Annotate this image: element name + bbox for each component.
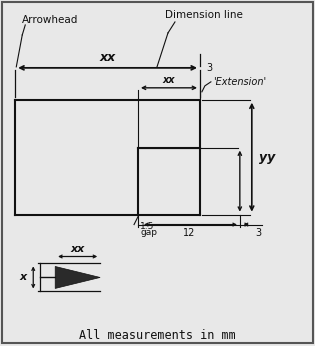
Text: x: x: [19, 272, 26, 282]
Text: xx: xx: [163, 75, 175, 85]
Text: 'Extension': 'Extension': [213, 77, 266, 87]
Text: Dimension line: Dimension line: [165, 10, 243, 20]
Text: 3: 3: [256, 228, 262, 238]
Text: 1.5: 1.5: [140, 221, 154, 230]
Text: xx: xx: [71, 244, 85, 254]
Text: 12: 12: [183, 228, 195, 238]
Text: yy: yy: [259, 151, 275, 164]
Text: All measurements in mm: All measurements in mm: [79, 329, 235, 342]
Text: xx: xx: [100, 51, 116, 64]
Text: gap: gap: [140, 228, 157, 237]
Text: 3: 3: [206, 63, 212, 73]
Text: Arrowhead: Arrowhead: [22, 15, 79, 25]
Polygon shape: [55, 266, 100, 289]
